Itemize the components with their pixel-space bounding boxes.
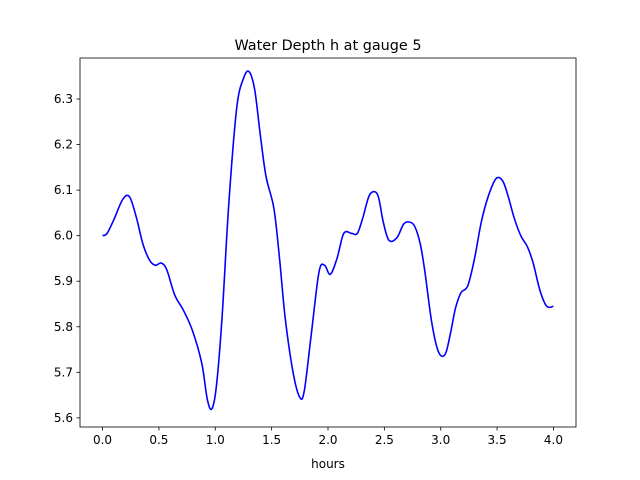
axes: 0.0 0.5 1.0 1.5 2.0 2.5 3.0 3.5 4.0 5.6 5.7 5.8 5.9 6… bbox=[54, 57, 577, 447]
x-tick-label: 0.0 bbox=[93, 433, 112, 447]
chart-title: Water Depth h at gauge 5 bbox=[234, 38, 421, 54]
y-tick-label: 6.2 bbox=[54, 138, 73, 152]
x-tick-label: 1.0 bbox=[206, 433, 225, 447]
x-tick-label: 3.0 bbox=[431, 433, 450, 447]
y-tick-label: 6.0 bbox=[54, 229, 73, 243]
x-tick-label: 0.5 bbox=[149, 433, 168, 447]
x-axis-label: hours bbox=[311, 457, 345, 471]
y-tick-label: 6.1 bbox=[54, 183, 73, 197]
y-tick-label: 6.3 bbox=[54, 92, 73, 106]
y-tick-label: 5.9 bbox=[54, 274, 73, 288]
series-line-0 bbox=[102, 70, 554, 411]
x-tick-label: 4.0 bbox=[544, 433, 563, 447]
y-tick-label: 5.7 bbox=[54, 365, 73, 379]
x-tick-label: 1.5 bbox=[262, 433, 281, 447]
plot-area bbox=[102, 70, 554, 411]
x-tick-label: 2.0 bbox=[318, 433, 337, 447]
axes-frame bbox=[79, 57, 577, 428]
x-tick-label: 3.5 bbox=[488, 433, 507, 447]
y-tick-label: 5.6 bbox=[54, 411, 73, 425]
x-tick-label: 2.5 bbox=[375, 433, 394, 447]
y-tick-label: 5.8 bbox=[54, 320, 73, 334]
